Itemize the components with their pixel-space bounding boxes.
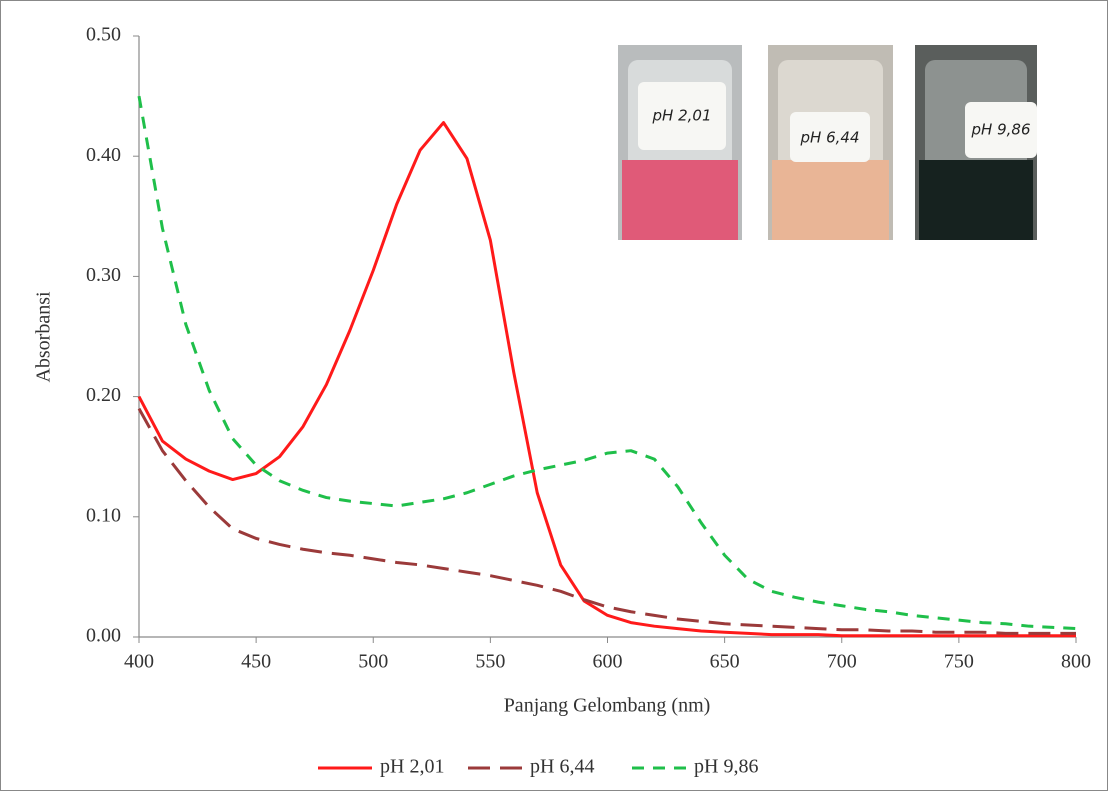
y-tick-label: 0.10	[86, 504, 121, 526]
x-tick-label: 650	[710, 651, 740, 673]
x-tick-label: 750	[944, 651, 974, 673]
series-line	[137, 407, 1076, 635]
y-tick-label: 0.20	[86, 384, 121, 406]
vial-photo: pH 9,86	[915, 45, 1037, 240]
y-tick-label: 0.00	[86, 625, 121, 647]
legend-label: pH 2,01	[380, 756, 444, 778]
series-line	[137, 95, 1077, 631]
y-tick-label: 0.40	[86, 144, 121, 166]
y-tick-label: 0.30	[86, 264, 121, 286]
legend-label: pH 9,86	[694, 756, 758, 778]
x-axis-title: Panjang Gelombang (nm)	[504, 695, 711, 717]
x-tick-label: 500	[358, 651, 388, 673]
y-tick-label: 0.50	[86, 24, 121, 46]
vial-photo: pH 6,44	[768, 45, 893, 240]
x-tick-label: 400	[124, 651, 154, 673]
y-axis-title: Absorbansi	[33, 291, 55, 383]
vial-label: pH 6,44	[800, 129, 860, 147]
x-tick-label: 450	[241, 651, 271, 673]
x-tick-label: 550	[475, 651, 505, 673]
vial-label: pH 9,86	[971, 121, 1031, 139]
x-tick-label: 700	[827, 651, 857, 673]
x-tick-label: 800	[1061, 651, 1091, 673]
inset-photos: pH 2,01 pH 6,44 pH 9,86	[618, 45, 1037, 240]
vial-photo: pH 2,01	[618, 45, 742, 240]
legend-label: pH 6,44	[530, 756, 594, 778]
x-tick-label: 600	[593, 651, 623, 673]
vial-label: pH 2,01	[652, 107, 712, 125]
series-line	[137, 121, 1076, 638]
